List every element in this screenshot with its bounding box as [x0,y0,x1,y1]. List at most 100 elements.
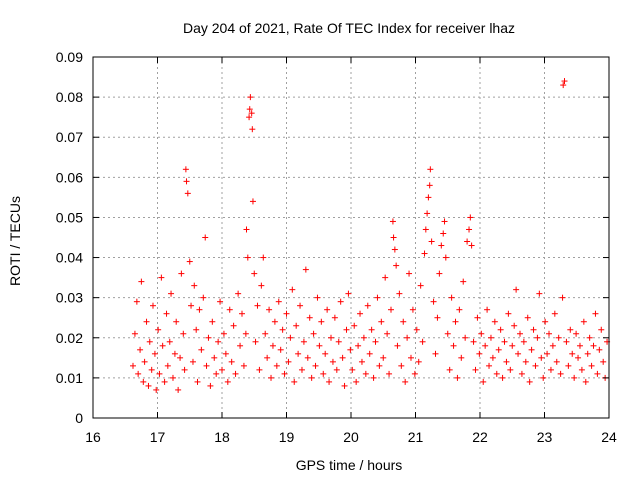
x-tick-label: 17 [150,429,166,445]
data-point [205,334,212,341]
data-point [238,310,245,317]
data-point [549,342,556,349]
data-point [320,370,327,377]
data-point [246,114,253,121]
data-point [520,338,527,345]
data-point [576,342,583,349]
data-point [484,306,491,313]
data-point [155,326,162,333]
data-point [425,194,432,201]
data-point [308,374,315,381]
data-point [207,382,214,389]
data-point [194,378,201,385]
data-point [217,298,224,305]
data-point [462,334,469,341]
data-point [213,370,220,377]
data-point [353,378,360,385]
data-point [279,326,286,333]
data-point [256,366,263,373]
data-point [133,298,140,305]
data-point [246,106,253,113]
data-point [518,370,525,377]
data-point [129,362,136,369]
data-point [368,326,375,333]
data-point [561,78,568,85]
y-tick-label: 0.09 [56,49,83,65]
data-point [467,214,474,221]
data-point [188,302,195,309]
data-point [442,254,449,261]
data-point [434,314,441,321]
data-point [149,302,156,309]
data-point [171,350,178,357]
data-point [243,226,250,233]
data-point [339,354,346,361]
data-point [191,282,198,289]
data-point [285,358,292,365]
data-points [129,78,611,393]
data-point [196,306,203,313]
data-point [203,362,210,369]
data-point [513,286,520,293]
data-point [281,370,288,377]
data-point [222,350,229,357]
data-point [189,358,196,365]
data-point [183,178,190,185]
data-point [230,322,237,329]
data-point [486,362,493,369]
data-point [262,330,269,337]
data-point [220,330,227,337]
data-point [337,298,344,305]
data-point [582,378,589,385]
data-point [424,210,431,217]
data-point [316,342,323,349]
data-point [258,282,265,289]
data-point [314,294,321,301]
data-point [333,366,340,373]
data-point [464,238,471,245]
x-tick-label: 24 [601,429,617,445]
data-point [421,250,428,257]
data-point [578,366,585,373]
data-point [419,338,426,345]
data-point [318,318,325,325]
data-point [569,350,576,357]
axis-ticks: 16 17 18 19 20 21 22 23 24 0 0.01 0.02 0.03 0.04 0.05 0… [56,49,617,445]
data-point [499,374,506,381]
data-point [567,326,574,333]
data-point [534,334,541,341]
data-point [382,274,389,281]
data-point [586,334,593,341]
data-point [522,358,529,365]
data-point [331,314,338,321]
x-tick-label: 22 [472,429,488,445]
data-point [422,226,429,233]
data-point [198,346,205,353]
data-point [289,286,296,293]
data-point [355,342,362,349]
data-point [151,350,158,357]
data-point [580,318,587,325]
data-point [335,338,342,345]
data-point [357,310,364,317]
data-point [551,310,558,317]
data-point [347,346,354,353]
data-point [505,310,512,317]
data-point [528,346,535,353]
data-point [219,366,225,373]
data-point [358,358,365,365]
data-point [495,346,502,353]
data-point [202,234,209,241]
data-point [235,290,242,297]
data-point [374,294,381,301]
data-point [135,370,142,377]
data-point [264,354,271,361]
data-point [404,334,411,341]
data-point [266,306,273,313]
x-axis-label: GPS time / hours [296,457,403,473]
y-tick-label: 0.06 [56,169,83,185]
data-point [532,362,539,369]
data-point [487,334,494,341]
data-point [441,218,448,225]
data-point [444,330,451,337]
